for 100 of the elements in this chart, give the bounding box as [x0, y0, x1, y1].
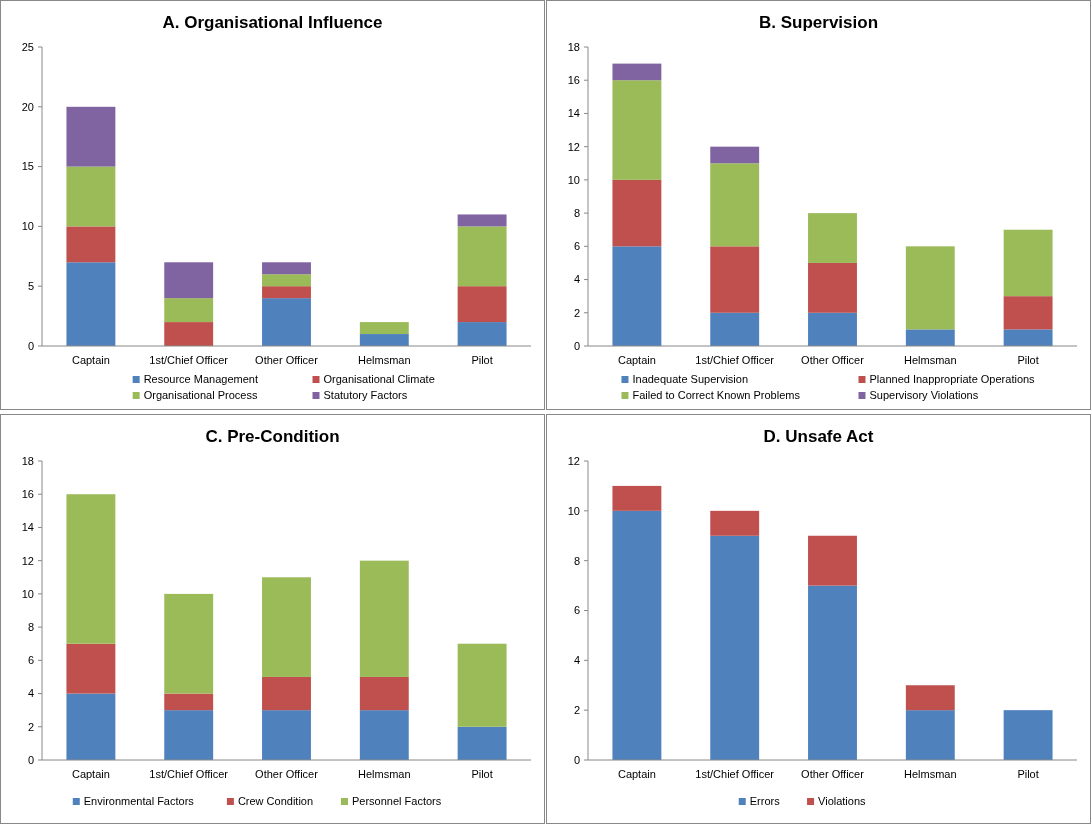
bar	[612, 80, 662, 180]
bar	[808, 312, 857, 346]
y-tick-label: 18	[567, 40, 580, 53]
legend-label: Statutory Factors	[323, 389, 408, 401]
bar	[164, 262, 214, 299]
bar	[710, 246, 760, 313]
x-tick-label: 1st/Chief Officer	[695, 768, 775, 780]
bar	[262, 710, 311, 760]
bar	[612, 246, 662, 346]
y-tick-label: 0	[573, 339, 580, 352]
bar	[262, 676, 311, 711]
bar	[1003, 296, 1053, 330]
bar	[457, 214, 507, 227]
x-tick-label: Pilot	[471, 768, 493, 780]
bar	[1003, 329, 1053, 346]
x-tick-label: Helmsman	[358, 768, 411, 780]
legend-label: Inadequate Supervision	[632, 373, 749, 385]
chart-title: B. Supervision	[758, 13, 879, 32]
y-tick-label: 25	[21, 40, 34, 53]
y-tick-label: 6	[573, 240, 580, 253]
bar	[612, 485, 662, 511]
x-tick-label: Captain	[71, 354, 110, 366]
y-tick-label: 0	[573, 753, 580, 766]
y-tick-label: 10	[567, 173, 580, 186]
x-tick-label: Captain	[617, 354, 656, 366]
legend-label: Resource Management	[143, 373, 258, 385]
y-tick-label: 12	[567, 454, 580, 467]
bar	[1003, 710, 1053, 760]
bar	[808, 213, 857, 263]
bar	[457, 322, 507, 346]
bar	[359, 676, 409, 711]
legend-label: Organisational Climate	[323, 373, 435, 385]
bar	[612, 510, 662, 760]
x-tick-label: 1st/Chief Officer	[695, 354, 775, 366]
bar	[905, 246, 955, 330]
bar	[808, 262, 857, 313]
bar	[164, 322, 214, 346]
x-tick-label: Captain	[617, 768, 656, 780]
y-tick-label: 4	[27, 687, 34, 700]
y-tick-label: 18	[21, 454, 34, 467]
chart-title: A. Organisational Influence	[162, 13, 383, 32]
y-tick-label: 8	[27, 620, 34, 633]
x-tick-label: 1st/Chief Officer	[149, 354, 229, 366]
x-tick-label: Helmsman	[904, 354, 957, 366]
bar	[457, 643, 507, 727]
y-tick-label: 5	[27, 280, 34, 293]
x-tick-label: Pilot	[471, 354, 493, 366]
y-tick-label: 14	[21, 521, 34, 534]
y-tick-label: 10	[567, 504, 580, 517]
y-tick-label: 14	[567, 107, 580, 120]
bar	[905, 329, 955, 346]
bar	[457, 726, 507, 760]
bar	[359, 560, 409, 677]
bar	[262, 274, 311, 287]
bar	[262, 262, 311, 275]
bar	[808, 585, 857, 760]
x-tick-label: Other Officer	[801, 354, 865, 366]
y-tick-label: 15	[21, 160, 34, 173]
legend-label: Supervisory Violations	[869, 389, 979, 401]
x-tick-label: Other Officer	[801, 768, 865, 780]
y-tick-label: 6	[573, 604, 580, 617]
bar	[66, 494, 116, 644]
y-tick-label: 6	[27, 654, 34, 667]
bar	[612, 179, 662, 247]
bar	[66, 693, 116, 760]
x-tick-label: Other Officer	[255, 768, 319, 780]
bar	[164, 298, 214, 323]
bar	[808, 535, 857, 586]
legend-label: Violations	[818, 795, 867, 807]
chart-title: C. Pre-Condition	[205, 427, 340, 446]
legend-label: Failed to Correct Known Problems	[632, 389, 801, 401]
legend-label: Errors	[749, 795, 781, 807]
bar	[164, 710, 214, 760]
bar	[66, 106, 116, 167]
y-tick-label: 10	[21, 220, 34, 233]
x-tick-label: 1st/Chief Officer	[149, 768, 229, 780]
chart-title: D. Unsafe Act	[763, 427, 874, 446]
bar	[710, 510, 760, 536]
y-tick-label: 20	[21, 100, 34, 113]
y-tick-label: 10	[21, 587, 34, 600]
x-tick-label: Helmsman	[358, 354, 411, 366]
bar	[66, 166, 116, 227]
y-tick-label: 8	[573, 554, 580, 567]
bar	[710, 163, 760, 247]
bar	[710, 312, 760, 346]
bar	[359, 322, 409, 335]
y-tick-label: 0	[27, 753, 34, 766]
bar	[710, 535, 760, 760]
bar	[66, 643, 116, 694]
bar	[457, 226, 507, 287]
bar	[262, 298, 311, 346]
bar	[262, 577, 311, 677]
legend-label: Crew Condition	[237, 795, 314, 807]
y-tick-label: 2	[573, 306, 580, 319]
bar	[359, 334, 409, 346]
bar	[905, 710, 955, 760]
bar	[612, 63, 662, 81]
bar	[905, 685, 955, 711]
bar	[66, 262, 116, 346]
legend-label: Environmental Factors	[83, 795, 195, 807]
